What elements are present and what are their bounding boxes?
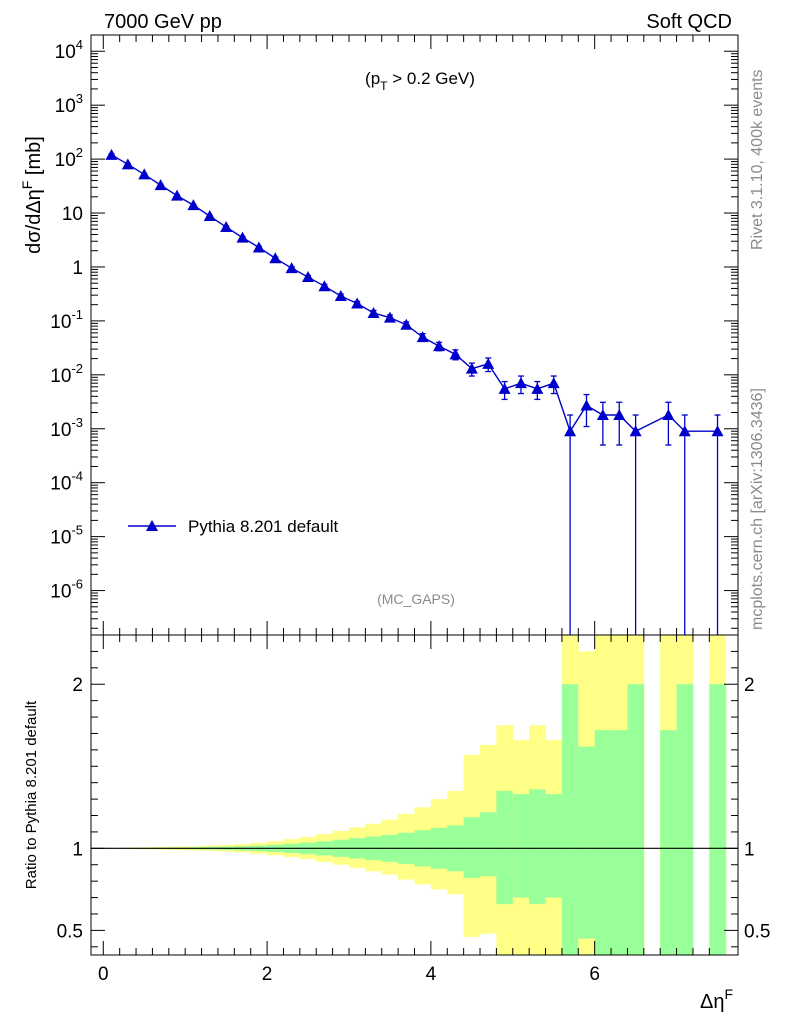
legend-marker-icon (146, 520, 158, 531)
mc-data-point (252, 241, 265, 253)
y-tick-label: 102 (55, 145, 83, 171)
mc-data-point (433, 340, 446, 352)
mc-data-point (613, 408, 626, 420)
mc-data-point (383, 311, 396, 323)
mc-data-point (482, 357, 495, 369)
rivet-label: Rivet 3.1.10, 400k events (749, 69, 766, 250)
mc-data-point (203, 210, 216, 222)
ratio-inner-band (594, 730, 612, 955)
mc-data-point (367, 307, 380, 319)
mc-data-point (400, 318, 413, 330)
mc-data-point (318, 280, 331, 292)
ratio-inner-band (611, 730, 628, 955)
mc-data-point (416, 331, 429, 343)
mc-data-point (662, 408, 675, 420)
analysis-label: (MC_GAPS) (377, 591, 455, 607)
ratio-inner-band (496, 790, 514, 905)
ratio-inner-band (480, 812, 497, 877)
mc-data-point (105, 148, 118, 160)
ratio-y-tick-label-left: 1 (72, 839, 83, 860)
y-tick-label: 104 (55, 37, 83, 63)
ratio-inner-band (529, 789, 546, 905)
ratio-bands (91, 635, 738, 955)
main-y-axis-label: dσ/dΔηF [mb] (19, 136, 45, 254)
ratio-inner-band (627, 684, 645, 955)
mcplots-label: mcplots.cern.ch [arXiv:1306.3436] (749, 388, 766, 630)
mc-data-point (170, 189, 183, 201)
ratio-inner-band (561, 684, 579, 955)
axis-ticks: 0 2 4 610410310210110-110-210-310-410-510-6… (50, 35, 770, 985)
mc-series-line (111, 154, 718, 433)
y-tick-label: 10-4 (50, 469, 83, 495)
header-right: Soft QCD (646, 11, 732, 33)
mc-data-point (678, 425, 691, 437)
header-left: 7000 GeV pp (104, 11, 222, 33)
main-plot-frame (90, 34, 739, 636)
y-tick-label: 10 (62, 204, 83, 225)
mc-data-point (302, 271, 315, 283)
ratio-inner-band (578, 746, 596, 939)
mc-data-point (285, 262, 298, 274)
ratio-inner-band (512, 794, 530, 898)
mc-data-point (498, 382, 511, 394)
ratio-inner-band (545, 794, 563, 898)
mc-data-point (580, 399, 593, 411)
mc-data-point (351, 297, 364, 309)
mc-data-point (547, 377, 560, 389)
mc-data-point (236, 231, 249, 243)
y-tick-label: 10-6 (50, 577, 83, 603)
y-tick-label: 10-1 (50, 307, 83, 333)
ratio-inner-band (676, 684, 694, 955)
mc-series (105, 148, 724, 635)
ratio-y-tick-label-right: 2 (744, 675, 755, 696)
ratio-y-tick-label-left: 0.5 (57, 921, 83, 942)
mc-data-point (187, 199, 200, 211)
y-tick-label: 10-3 (50, 415, 83, 441)
y-tick-label: 1 (72, 258, 83, 279)
cut-label: (pT > 0.2 GeV) (365, 69, 475, 93)
ratio-y-tick-label-right: 0.5 (744, 921, 770, 942)
mc-data-point (596, 408, 609, 420)
ratio-y-tick-label-left: 2 (72, 675, 83, 696)
x-axis-label: ΔηF (700, 986, 733, 1013)
mc-data-point (629, 425, 642, 437)
ratio-y-tick-label-right: 1 (744, 839, 755, 860)
x-tick-label: 4 (426, 964, 437, 985)
mc-data-point (465, 362, 478, 374)
ratio-inner-band (463, 817, 481, 878)
mc-data-point (514, 377, 527, 389)
ratio-inner-band (709, 684, 727, 955)
mc-data-point (138, 168, 151, 180)
mc-data-point (220, 221, 233, 233)
y-tick-label: 10-2 (50, 361, 83, 387)
ratio-y-axis-label: Ratio to Pythia 8.201 default (23, 700, 40, 889)
mc-data-point (531, 382, 544, 394)
mc-data-point (449, 348, 462, 360)
x-tick-label: 2 (262, 964, 273, 985)
legend: Pythia 8.201 default (128, 517, 339, 536)
ratio-inner-band (660, 730, 677, 955)
x-tick-label: 6 (589, 964, 600, 985)
y-tick-label: 103 (55, 91, 83, 117)
legend-label: Pythia 8.201 default (188, 517, 339, 536)
mc-data-point (564, 425, 577, 437)
mc-data-point (269, 252, 282, 264)
x-tick-label: 0 (98, 964, 109, 985)
mc-data-point (334, 289, 347, 301)
mc-data-point (154, 179, 167, 191)
y-tick-label: 10-5 (50, 523, 83, 549)
mc-data-point (121, 158, 134, 170)
mc-data-point (711, 425, 724, 437)
